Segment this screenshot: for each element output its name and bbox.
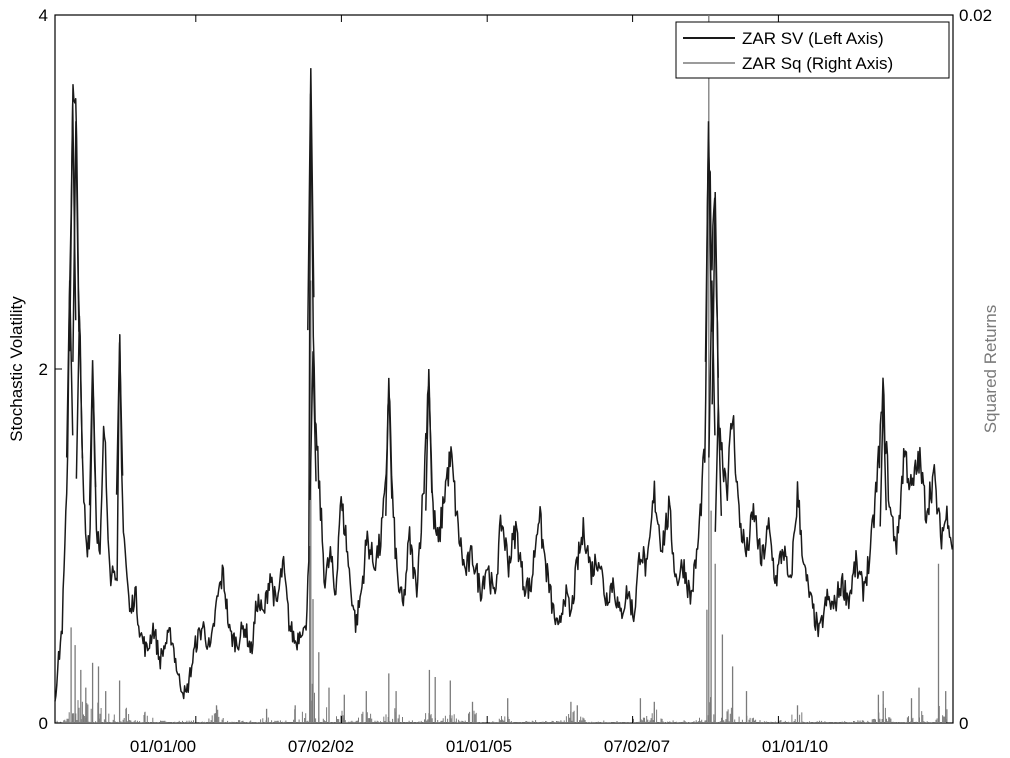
right-axis-title: Squared Returns xyxy=(981,305,1000,434)
legend: ZAR SV (Left Axis) ZAR Sq (Right Axis) xyxy=(675,21,950,79)
volatility-peak xyxy=(307,68,315,331)
volatility-peak xyxy=(714,404,723,532)
volatility-peak xyxy=(708,280,716,458)
squared-returns-series xyxy=(56,15,953,723)
volatility-peak xyxy=(88,360,97,506)
left-axis-title: Stochastic Volatility xyxy=(7,296,26,442)
x-tick-label: 07/02/02 xyxy=(288,737,354,756)
volatility-peak xyxy=(385,377,393,516)
volatility-peak xyxy=(65,280,74,458)
stochastic-volatility-series xyxy=(54,68,954,702)
left-tick-label: 0 xyxy=(39,714,48,733)
volatility-peak xyxy=(115,342,124,495)
legend-label-sv: ZAR SV (Left Axis) xyxy=(742,29,884,48)
volatility-peak xyxy=(879,395,887,527)
plot-area xyxy=(54,14,954,724)
right-tick-label: 0 xyxy=(959,714,968,733)
volatility-peak xyxy=(72,121,80,362)
legend-label-sq: ZAR Sq (Right Axis) xyxy=(742,54,893,73)
volatility-peak xyxy=(711,191,719,405)
left-tick-label: 2 xyxy=(39,360,48,379)
left-tick-label: 4 xyxy=(39,6,48,25)
x-tick-label: 01/01/00 xyxy=(130,737,196,756)
x-tick-label: 01/01/10 xyxy=(762,737,828,756)
stochastic-volatility-line xyxy=(54,84,954,702)
right-tick-label: 0.02 xyxy=(959,6,992,25)
volatility-peak xyxy=(425,368,433,511)
volatility-peak xyxy=(75,315,84,479)
x-tick-label: 07/02/07 xyxy=(604,737,670,756)
volatility-peak xyxy=(704,121,713,362)
volatility-peak xyxy=(309,351,317,501)
x-tick-label: 01/01/05 xyxy=(446,737,512,756)
axis-ticks xyxy=(55,14,953,724)
legend-box xyxy=(675,21,950,79)
